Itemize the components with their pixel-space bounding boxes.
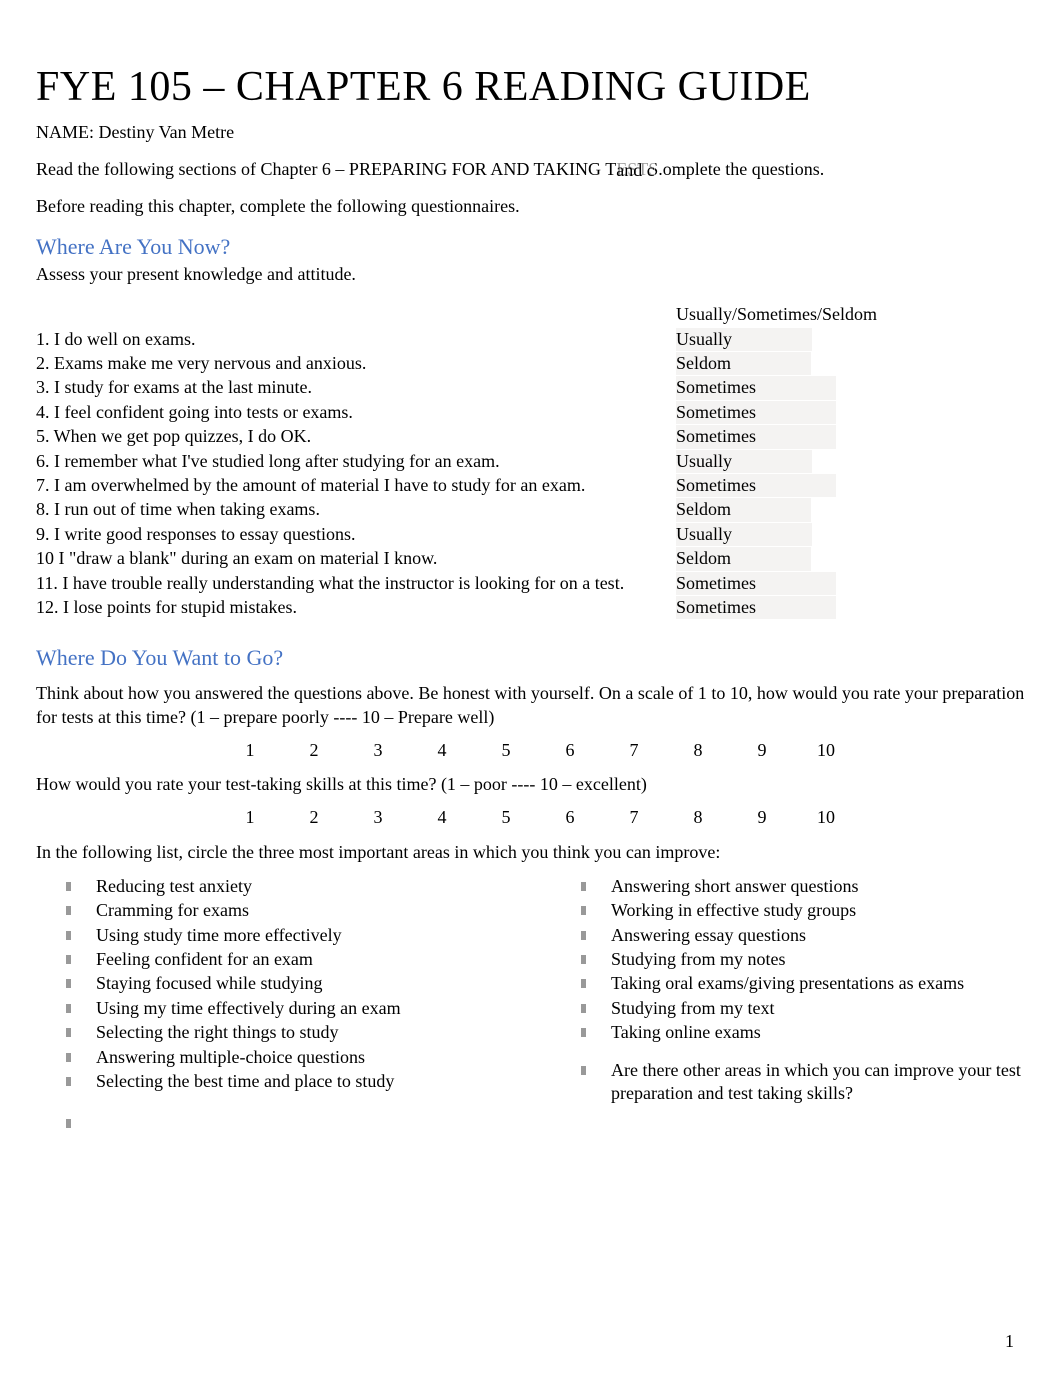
list-item: Answering essay questions — [581, 924, 1026, 947]
list-item: Staying focused while studying — [66, 972, 511, 995]
list-item: Answering multiple-choice questions — [66, 1046, 511, 1069]
scale-num: 3 — [364, 806, 392, 829]
section1-sub: Assess your present knowledge and attitu… — [36, 263, 1026, 286]
question-text: 10 I "draw a blank" during an exam on ma… — [36, 547, 676, 571]
list-item: Taking oral exams/giving presentations a… — [581, 972, 1026, 995]
scale-num: 4 — [428, 739, 456, 762]
question-text: 12. I lose points for stupid mistakes. — [36, 595, 676, 619]
answer-value: Sometimes — [676, 376, 836, 399]
scale-num: 7 — [620, 739, 648, 762]
scale-num: 8 — [684, 806, 712, 829]
table-row: 4. I feel confident going into tests or … — [36, 400, 926, 424]
table-row: 11. I have trouble really understanding … — [36, 571, 926, 595]
section2-p3: In the following list, circle the three … — [36, 841, 1026, 864]
table-header-row: Usually/Sometimes/Seldom — [36, 303, 926, 327]
answer-value: Seldom — [676, 352, 811, 375]
list-item: Selecting the best time and place to stu… — [66, 1070, 511, 1093]
scale-num: 2 — [300, 806, 328, 829]
scale-1-10-skills: 1 2 3 4 5 6 7 8 9 10 — [36, 806, 1026, 829]
scale-num: 1 — [236, 806, 264, 829]
list-item: Reducing test anxiety — [66, 875, 511, 898]
intro-text-2: omplete the questions. — [663, 159, 824, 179]
answer-value: Sometimes — [676, 474, 836, 497]
intro-paragraph: Read the following sections of Chapter 6… — [36, 158, 1026, 181]
list-item: Studying from my notes — [581, 948, 1026, 971]
scale-num: 9 — [748, 739, 776, 762]
list-item: Feeling confident for an exam — [66, 948, 511, 971]
scale-num: 5 — [492, 806, 520, 829]
scale-1-10-prep: 1 2 3 4 5 6 7 8 9 10 — [36, 739, 1026, 762]
answer-value: Usually — [676, 450, 812, 473]
list-item: Cramming for exams — [66, 899, 511, 922]
answer-value: Usually — [676, 523, 812, 546]
scale-num: 10 — [812, 739, 840, 762]
question-text: 5. When we get pop quizzes, I do OK. — [36, 425, 676, 449]
section2-p2: How would you rate your test-taking skil… — [36, 773, 1026, 796]
table-row: 3. I study for exams at the last minute.… — [36, 376, 926, 400]
list-item: Using my time effectively during an exam — [66, 997, 511, 1020]
name-field: NAME: Destiny Van Metre — [36, 121, 1026, 144]
table-row: 12. I lose points for stupid mistakes.So… — [36, 595, 926, 619]
list-item: Selecting the right things to study — [66, 1021, 511, 1044]
scale-num: 8 — [684, 739, 712, 762]
answer-value: Sometimes — [676, 401, 836, 424]
section-heading-go: Where Do You Want to Go? — [36, 644, 1026, 673]
table-row: 8. I run out of time when taking exams.S… — [36, 498, 926, 522]
answer-value: Usually — [676, 328, 812, 351]
scale-num: 10 — [812, 806, 840, 829]
question-text: 4. I feel confident going into tests or … — [36, 400, 676, 424]
answer-value: Sometimes — [676, 572, 836, 595]
before-paragraph: Before reading this chapter, complete th… — [36, 195, 1026, 218]
table-row: 2. Exams make me very nervous and anxiou… — [36, 352, 926, 376]
question-text: 7. I am overwhelmed by the amount of mat… — [36, 473, 676, 497]
improvement-list-right: Answering short answer questions Working… — [551, 875, 1026, 1045]
lone-bullet — [36, 1113, 511, 1136]
list-item: Are there other areas in which you can i… — [581, 1059, 1026, 1106]
scale-num: 6 — [556, 739, 584, 762]
answer-value: Seldom — [676, 547, 811, 570]
scale-num: 7 — [620, 806, 648, 829]
improvement-columns: Reducing test anxiety Cramming for exams… — [36, 875, 1026, 1137]
header-right: Usually/Sometimes/Seldom — [676, 303, 926, 327]
scale-num: 6 — [556, 806, 584, 829]
question-text: 11. I have trouble really understanding … — [36, 571, 676, 595]
answer-value: Seldom — [676, 498, 811, 521]
scale-num: 9 — [748, 806, 776, 829]
table-row: 6. I remember what I've studied long aft… — [36, 449, 926, 473]
scale-num: 5 — [492, 739, 520, 762]
question-text: 6. I remember what I've studied long aft… — [36, 449, 676, 473]
improvement-list-left: Reducing test anxiety Cramming for exams… — [36, 875, 511, 1094]
page-number: 1 — [1005, 1330, 1014, 1353]
improvement-extra: Are there other areas in which you can i… — [551, 1059, 1026, 1106]
list-item: Working in effective study groups — [581, 899, 1026, 922]
table-row: 5. When we get pop quizzes, I do OK.Some… — [36, 425, 926, 449]
question-text: 9. I write good responses to essay quest… — [36, 522, 676, 546]
table-row: 7. I am overwhelmed by the amount of mat… — [36, 473, 926, 497]
table-row: 10 I "draw a blank" during an exam on ma… — [36, 547, 926, 571]
list-item: Taking online exams — [581, 1021, 1026, 1044]
question-text: 1. I do well on exams. — [36, 327, 676, 351]
scale-num: 2 — [300, 739, 328, 762]
intro-overlap-front: and c — [616, 159, 654, 182]
answer-value: Sometimes — [676, 596, 836, 619]
scale-num: 4 — [428, 806, 456, 829]
question-text: 2. Exams make me very nervous and anxiou… — [36, 352, 676, 376]
intro-text-1: Read the following sections of Chapter 6… — [36, 159, 616, 179]
list-item: Studying from my text — [581, 997, 1026, 1020]
section2-p1: Think about how you answered the questio… — [36, 682, 1026, 729]
page-title: FYE 105 – CHAPTER 6 READING GUIDE — [36, 60, 1026, 115]
list-item: Using study time more effectively — [66, 924, 511, 947]
questionnaire-table: Usually/Sometimes/Seldom 1. I do well on… — [36, 303, 926, 620]
question-text: 8. I run out of time when taking exams. — [36, 498, 676, 522]
list-item: Answering short answer questions — [581, 875, 1026, 898]
table-row: 1. I do well on exams.Usually — [36, 327, 926, 351]
question-text: 3. I study for exams at the last minute. — [36, 376, 676, 400]
section-heading-now: Where Are You Now? — [36, 233, 1026, 262]
answer-value: Sometimes — [676, 425, 836, 448]
table-row: 9. I write good responses to essay quest… — [36, 522, 926, 546]
scale-num: 1 — [236, 739, 264, 762]
scale-num: 3 — [364, 739, 392, 762]
